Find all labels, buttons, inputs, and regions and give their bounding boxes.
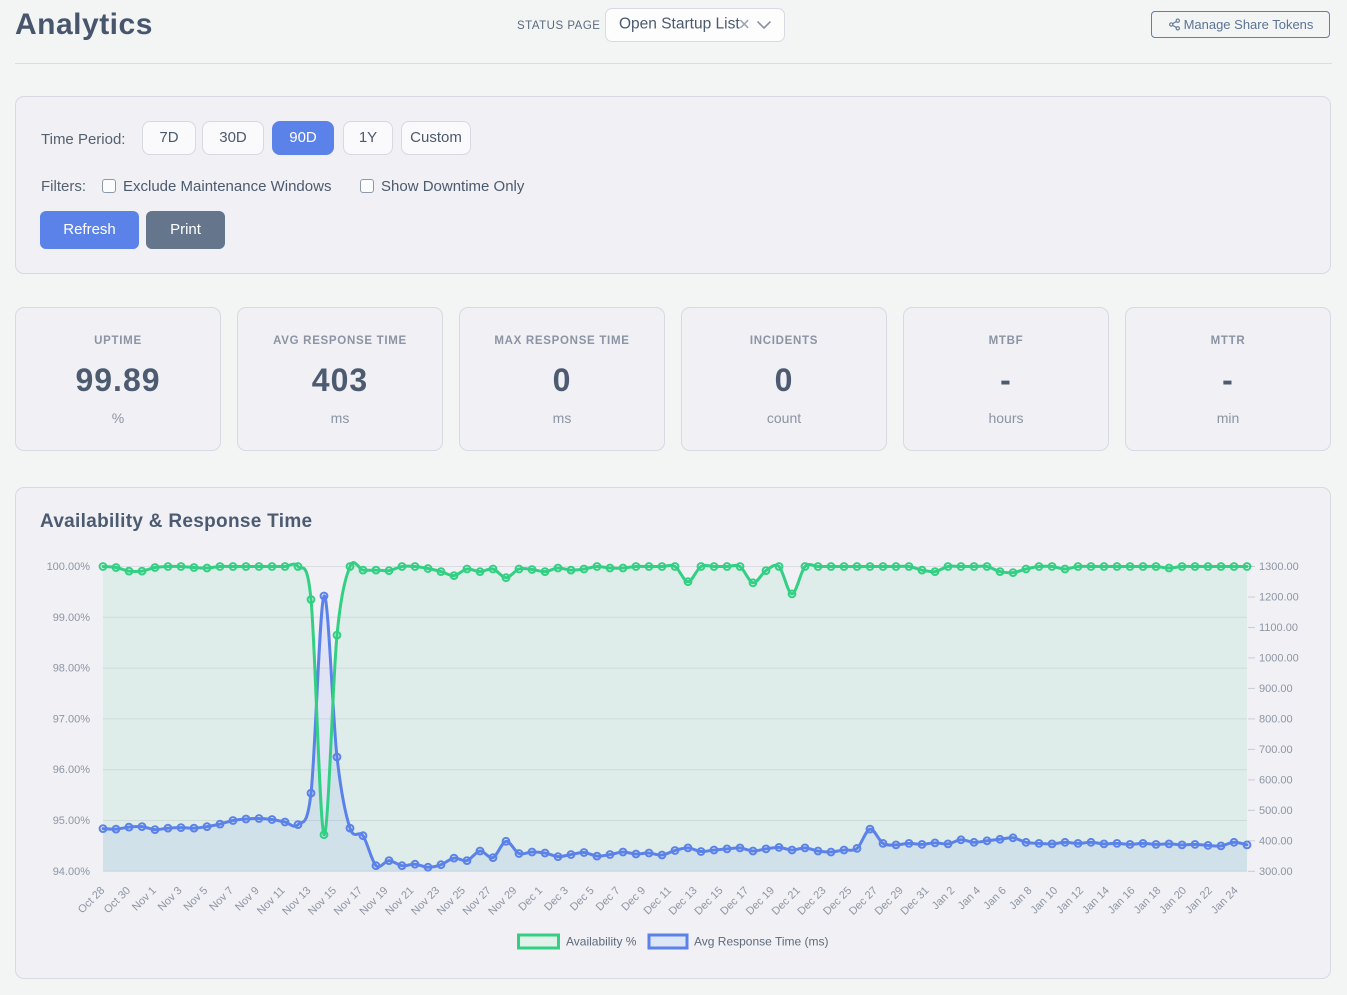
svg-text:Jan 2: Jan 2: [930, 885, 958, 913]
svg-text:Dec 31: Dec 31: [898, 885, 931, 918]
svg-text:Jan 18: Jan 18: [1132, 885, 1164, 917]
svg-text:Dec 1: Dec 1: [516, 885, 545, 914]
svg-text:Nov 3: Nov 3: [156, 885, 185, 914]
svg-text:Jan 12: Jan 12: [1054, 885, 1086, 917]
svg-text:95.00%: 95.00%: [53, 815, 91, 827]
svg-text:1200.00: 1200.00: [1259, 592, 1299, 604]
svg-text:Dec 7: Dec 7: [594, 885, 623, 914]
svg-text:Dec 3: Dec 3: [542, 885, 571, 914]
svg-text:Jan 6: Jan 6: [981, 885, 1009, 913]
svg-text:98.00%: 98.00%: [53, 663, 91, 675]
svg-text:96.00%: 96.00%: [53, 764, 91, 776]
svg-text:Oct 28: Oct 28: [76, 885, 107, 916]
svg-text:Availability %: Availability %: [566, 935, 637, 949]
svg-text:97.00%: 97.00%: [53, 713, 91, 725]
svg-text:Dec 5: Dec 5: [568, 885, 597, 914]
svg-text:500.00: 500.00: [1259, 805, 1293, 817]
svg-text:600.00: 600.00: [1259, 774, 1293, 786]
svg-text:Oct 30: Oct 30: [102, 885, 133, 916]
svg-text:300.00: 300.00: [1259, 866, 1293, 878]
svg-text:99.00%: 99.00%: [53, 612, 91, 624]
svg-text:Nov 5: Nov 5: [182, 885, 211, 914]
svg-text:800.00: 800.00: [1259, 713, 1293, 725]
svg-text:Jan 14: Jan 14: [1080, 885, 1112, 917]
svg-text:Avg Response Time (ms): Avg Response Time (ms): [694, 935, 829, 949]
svg-text:100.00%: 100.00%: [47, 561, 91, 573]
svg-text:1000.00: 1000.00: [1259, 652, 1299, 664]
svg-text:Nov 1: Nov 1: [130, 885, 159, 914]
svg-text:94.00%: 94.00%: [53, 866, 91, 878]
svg-text:Jan 20: Jan 20: [1157, 885, 1189, 917]
svg-text:Jan 16: Jan 16: [1106, 885, 1138, 917]
svg-text:1100.00: 1100.00: [1259, 622, 1298, 634]
svg-text:700.00: 700.00: [1259, 744, 1293, 756]
svg-text:400.00: 400.00: [1259, 835, 1293, 847]
svg-text:Nov 7: Nov 7: [207, 885, 236, 914]
svg-text:Jan 24: Jan 24: [1209, 885, 1241, 917]
svg-text:1300.00: 1300.00: [1259, 561, 1299, 573]
svg-text:Jan 4: Jan 4: [956, 885, 984, 913]
svg-text:Nov 29: Nov 29: [486, 885, 519, 918]
svg-text:Jan 10: Jan 10: [1028, 885, 1060, 917]
svg-text:Jan 22: Jan 22: [1183, 885, 1215, 917]
svg-text:900.00: 900.00: [1259, 683, 1293, 695]
